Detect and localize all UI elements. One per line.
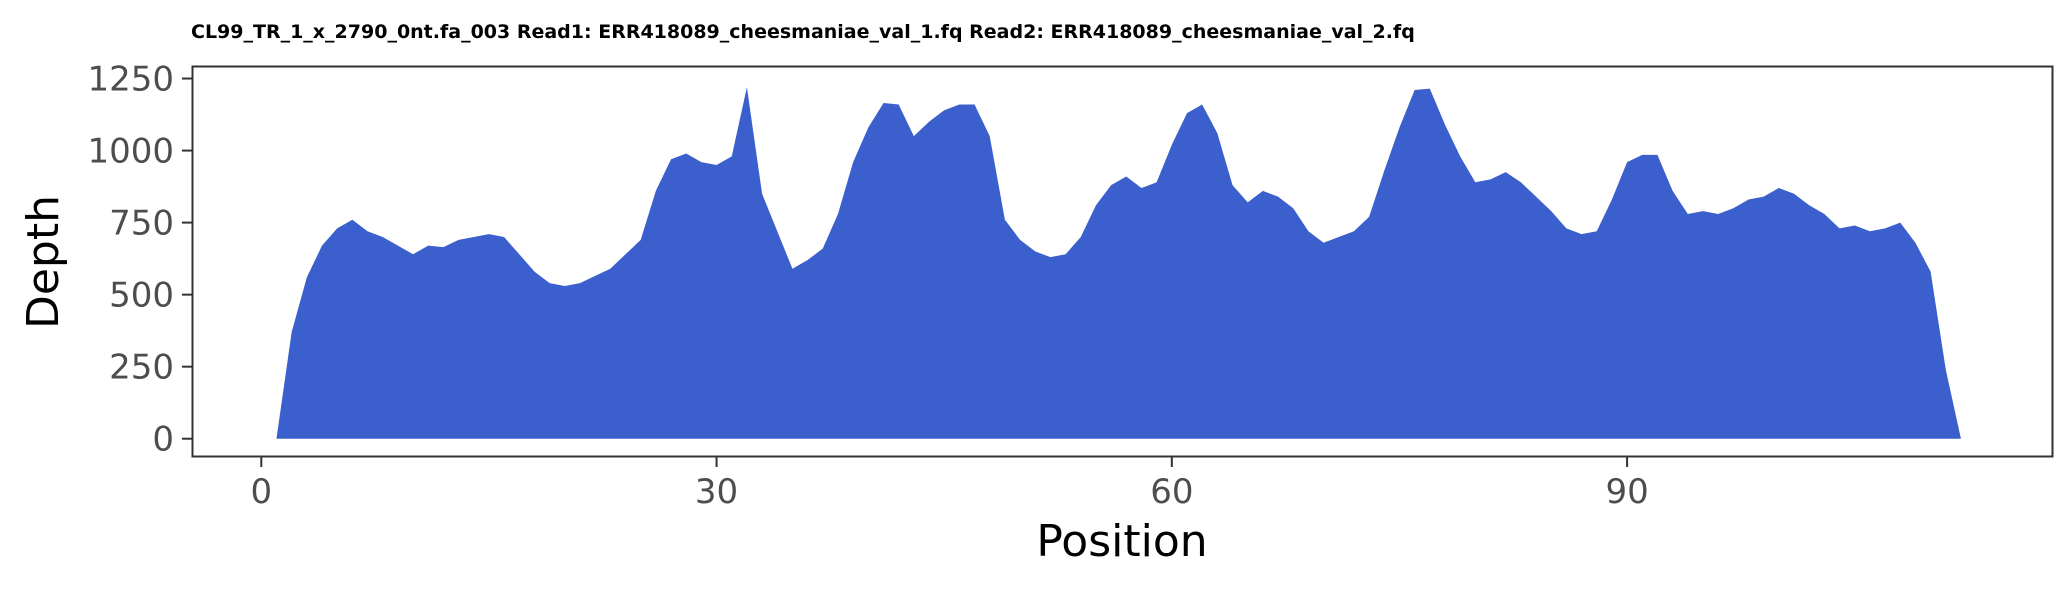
x-tick-label-30: 30 [695,472,738,512]
coverage-area-series-0 [276,87,1977,439]
x-axis: 0 30 60 90 [250,456,1649,512]
y-axis-title: Depth [18,195,69,329]
y-tick-label-250: 250 [109,348,174,388]
y-tick-label-750: 750 [109,204,174,244]
panel-border [191,65,2054,458]
y-tick-label-500: 500 [109,276,174,316]
x-tick-label-90: 90 [1605,472,1648,512]
x-tick-label-0: 0 [250,472,272,512]
y-tick-label-0: 0 [152,420,174,460]
x-tick-label-60: 60 [1150,472,1193,512]
plot-area [276,87,1977,439]
x-axis-title: Position [1036,516,1207,567]
y-axis: 0 250 500 750 1000 1250 [87,60,193,460]
chart-title: CL99_TR_1_x_2790_0nt.fa_003 Read1: ERR41… [191,21,1415,43]
y-tick-label-1250: 1250 [87,60,174,100]
y-tick-label-1000: 1000 [87,132,174,172]
